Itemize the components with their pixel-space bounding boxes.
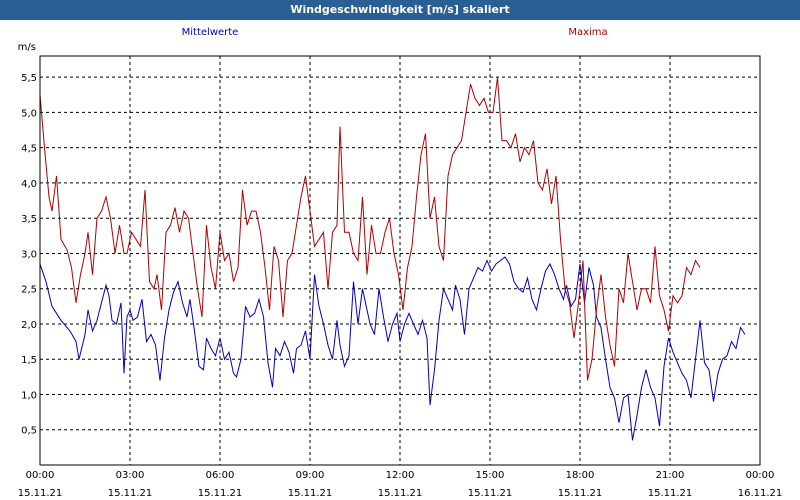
y-tick-label: 4,5 — [21, 144, 37, 155]
x-tick-date-label: 15.11.21 — [468, 488, 513, 499]
x-tick-time-label: 00:00 — [26, 470, 55, 481]
x-tick-date-label: 15.11.21 — [198, 488, 243, 499]
x-tick-time-label: 00:00 — [746, 470, 775, 481]
y-tick-label: 1,5 — [21, 355, 37, 366]
y-tick-label: 2,0 — [21, 320, 37, 331]
x-tick-date-label: 15.11.21 — [108, 488, 153, 499]
x-tick-date-label: 15.11.21 — [378, 488, 423, 499]
y-tick-label: 5,5 — [21, 73, 37, 84]
x-tick-time-label: 18:00 — [566, 470, 595, 481]
x-tick-time-label: 21:00 — [656, 470, 685, 481]
x-tick-date-label: 15.11.21 — [18, 488, 63, 499]
wind-speed-chart: 0,5 1,0 1,5 2,0 2,5 3,0 3,5 4,0 4,5 5,0 5,5 m/s 00:… — [18, 27, 783, 499]
x-tick-time-label: 09:00 — [296, 470, 325, 481]
x-tick-date-label: 16.11.21 — [738, 488, 783, 499]
legend: Mittelwerte Maxima — [182, 27, 608, 38]
x-tick-time-label: 12:00 — [386, 470, 415, 481]
plot-frame — [39, 55, 761, 466]
y-tick-label: 3,5 — [21, 214, 37, 225]
legend-entry-maxima: Maxima — [568, 27, 607, 38]
y-tick-label: 1,0 — [21, 390, 37, 401]
x-tick-time-label: 06:00 — [206, 470, 235, 481]
x-tick-time-label: 03:00 — [116, 470, 145, 481]
series-line-mittelwerte — [39, 256, 746, 441]
y-tick-label: 3,0 — [21, 249, 37, 260]
x-tick-date-label: 15.11.21 — [648, 488, 693, 499]
x-axis: 00:00 15.11.21 03:00 15.11.21 06:00 15.11.21 0… — [18, 470, 783, 499]
y-axis: 0,5 1,0 1,5 2,0 2,5 3,0 3,5 4,0 4,5 5,0 5,5 m/s — [18, 42, 37, 437]
y-tick-label: 2,5 — [21, 285, 37, 296]
series-line-maxima — [39, 77, 701, 381]
chart-title: Windgeschwindigkeit [m/s] skaliert — [0, 0, 800, 20]
x-tick-time-label: 15:00 — [476, 470, 505, 481]
x-tick-date-label: 15.11.21 — [288, 488, 333, 499]
x-tick-date-label: 15.11.21 — [558, 488, 603, 499]
legend-entry-mittelwerte: Mittelwerte — [182, 27, 239, 38]
y-tick-label: 4,0 — [21, 179, 37, 190]
series-layer — [39, 77, 746, 441]
y-axis-unit-label: m/s — [18, 42, 36, 53]
y-tick-label: 5,0 — [21, 108, 37, 119]
y-tick-label: 0,5 — [21, 426, 37, 437]
